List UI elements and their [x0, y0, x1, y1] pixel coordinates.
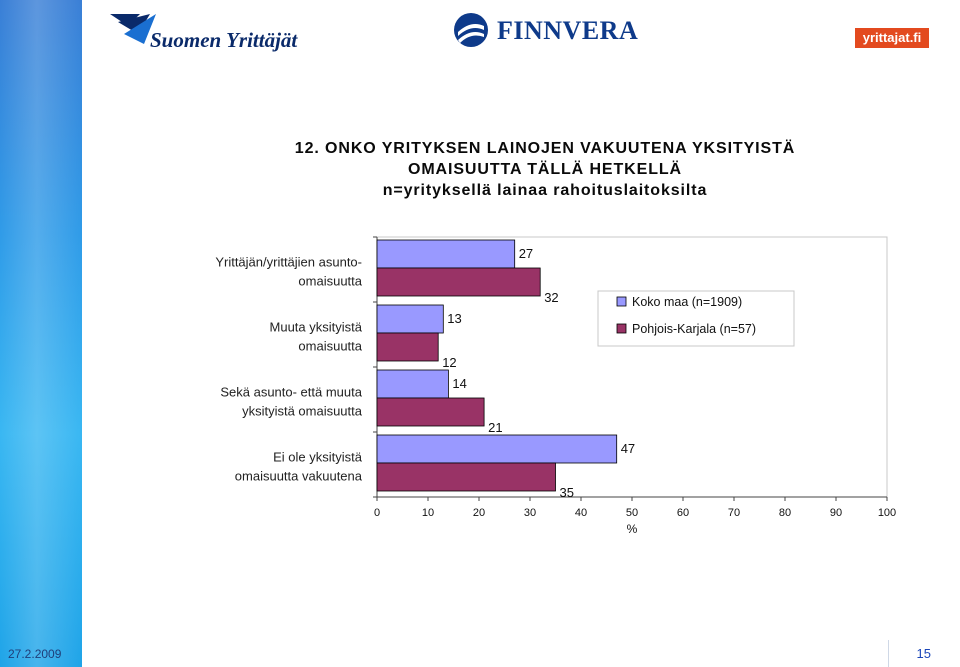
x-tick-label: 40 — [575, 507, 587, 519]
bar-series-1 — [376, 239, 516, 269]
category-label-line: omaisuutta — [298, 339, 362, 354]
data-label: 35 — [560, 485, 574, 500]
chart-title-line-3: n=yrityksellä lainaa rahoituslaitoksilta — [382, 182, 708, 199]
chart-title-line-1: 12. ONKO YRITYKSEN LAINOJEN VAKUUTENA YK… — [294, 140, 796, 157]
legend-label: Koko maa (n=1909) — [632, 295, 742, 309]
finnvera-text: FINNVERA — [497, 16, 639, 45]
category-label-line: Yrittäjän/yrittäjien asunto- — [215, 255, 362, 270]
suomen-yrittajat-logo: Suomen Yrittäjät — [110, 12, 310, 52]
category-label-line: omaisuutta — [298, 274, 362, 289]
category-label-line: yksityistä omaisuutta — [242, 404, 363, 419]
x-tick-label: 90 — [830, 507, 842, 519]
bar-series-2 — [376, 397, 485, 427]
bar-series-1 — [376, 304, 444, 334]
page-number: 15 — [916, 646, 931, 661]
bar-series-1 — [376, 369, 449, 399]
yrittajat-fi-logo[interactable]: yrittajat.fi — [855, 28, 929, 48]
category-label-line: Ei ole yksityistä — [273, 450, 363, 465]
footer-page-box: 15 — [888, 640, 960, 667]
x-tick-label: 60 — [677, 507, 689, 519]
data-label: 47 — [621, 441, 635, 456]
x-tick-label: 100 — [878, 507, 896, 519]
footer-date: 27.2.2009 — [8, 647, 62, 661]
data-label: 14 — [452, 376, 466, 391]
chart-title: 12. ONKO YRITYKSEN LAINOJEN VAKUUTENA YK… — [200, 138, 890, 201]
data-label: 12 — [442, 355, 456, 370]
category-label: Yrittäjän/yrittäjien asunto-omaisuutta — [215, 255, 362, 289]
category-label: Sekä asunto- että muuta yksityistä omaisu… — [220, 385, 362, 419]
category-label-line: Sekä asunto- että muuta — [220, 385, 362, 400]
category-label-line: Muuta yksityistä — [270, 320, 363, 335]
legend-label: Pohjois-Karjala (n=57) — [632, 322, 756, 336]
suomen-yrittajat-text: Suomen Yrittäjät — [150, 28, 298, 52]
data-label: 32 — [544, 290, 558, 305]
data-label: 21 — [488, 420, 502, 435]
legend-box — [597, 290, 795, 347]
finnvera-logo: FINNVERA — [453, 12, 638, 53]
sidebar-decoration — [0, 0, 82, 667]
x-tick-label: 20 — [473, 507, 485, 519]
bar-series-2 — [376, 267, 541, 297]
category-label: Ei ole yksityistä omaisuutta vakuutena — [235, 450, 363, 484]
bar-series-1 — [376, 434, 618, 464]
data-label: 27 — [519, 246, 533, 261]
bar-series-2 — [376, 332, 439, 362]
x-tick-label: 0 — [374, 507, 380, 519]
x-tick-label: 80 — [779, 507, 791, 519]
chart-title-line-2: OMAISUUTTA TÄLLÄ HETKELLÄ — [407, 161, 683, 178]
legend-swatch-series-2 — [616, 323, 627, 334]
category-label-line: omaisuutta vakuutena — [235, 469, 363, 484]
suomen-yrittajat-mark-icon — [110, 14, 156, 44]
x-tick-label: 30 — [524, 507, 536, 519]
bar-series-2 — [376, 462, 556, 492]
x-tick-label: 10 — [422, 507, 434, 519]
x-tick-label: 70 — [728, 507, 740, 519]
legend-swatch-series-1 — [616, 296, 627, 307]
x-axis-title: % — [627, 522, 638, 536]
category-label: Muuta yksityistä omaisuutta — [270, 320, 363, 354]
finnvera-emblem-icon — [454, 13, 488, 47]
data-label: 13 — [447, 311, 461, 326]
x-tick-label: 50 — [626, 507, 638, 519]
